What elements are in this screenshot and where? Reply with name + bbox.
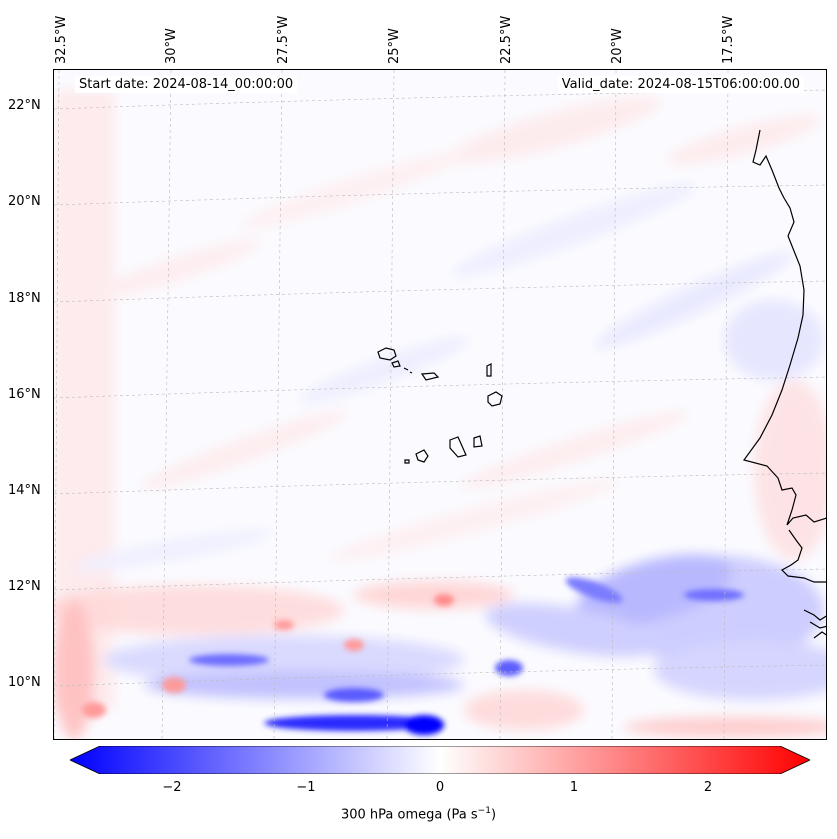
coastline [742, 129, 826, 639]
colorbar-label-end: ) [490, 807, 497, 823]
colorbar-label: 300 hPa omega (Pa s−1) [0, 806, 837, 822]
colorbar-label-text: 300 hPa omega (Pa s [340, 807, 478, 823]
colorbar-tick: 0 [435, 780, 445, 795]
omega-field [54, 70, 826, 739]
lon-label-20w: 20°W [610, 28, 625, 64]
lat-label-18n: 18°N [8, 291, 41, 306]
colorbar-tick: 2 [703, 780, 713, 795]
colorbar-tick: −1 [296, 780, 316, 795]
lon-label-22-5w: 22.5°W [499, 15, 514, 64]
colorbar-label-unit-exponent: −1 [477, 806, 491, 816]
lon-label-32-5w: 32.5°W [54, 15, 69, 64]
map-panel[interactable] [53, 69, 827, 740]
lat-label-14n: 14°N [8, 483, 41, 498]
lon-label-25w: 25°W [387, 28, 402, 64]
start-date-label: Start date: 2024-08-14_00:00:00 [75, 76, 298, 93]
colorbar [70, 746, 810, 774]
lat-label-20n: 20°N [8, 194, 41, 209]
cape-verde-islands [377, 347, 503, 464]
valid-date-label: Valid_date: 2024-08-15T06:00:00.00 [557, 76, 804, 93]
lat-label-10n: 10°N [8, 675, 41, 690]
lat-label-22n: 22°N [8, 98, 41, 113]
lon-label-27-5w: 27.5°W [276, 15, 291, 64]
colorbar-tick: −2 [162, 780, 182, 795]
lon-label-30w: 30°W [164, 28, 179, 64]
lat-label-12n: 12°N [8, 579, 41, 594]
lon-label-17-5w: 17.5°W [721, 15, 736, 64]
colorbar-tick: 1 [569, 780, 579, 795]
lat-label-16n: 16°N [8, 387, 41, 402]
graticule [54, 70, 826, 739]
